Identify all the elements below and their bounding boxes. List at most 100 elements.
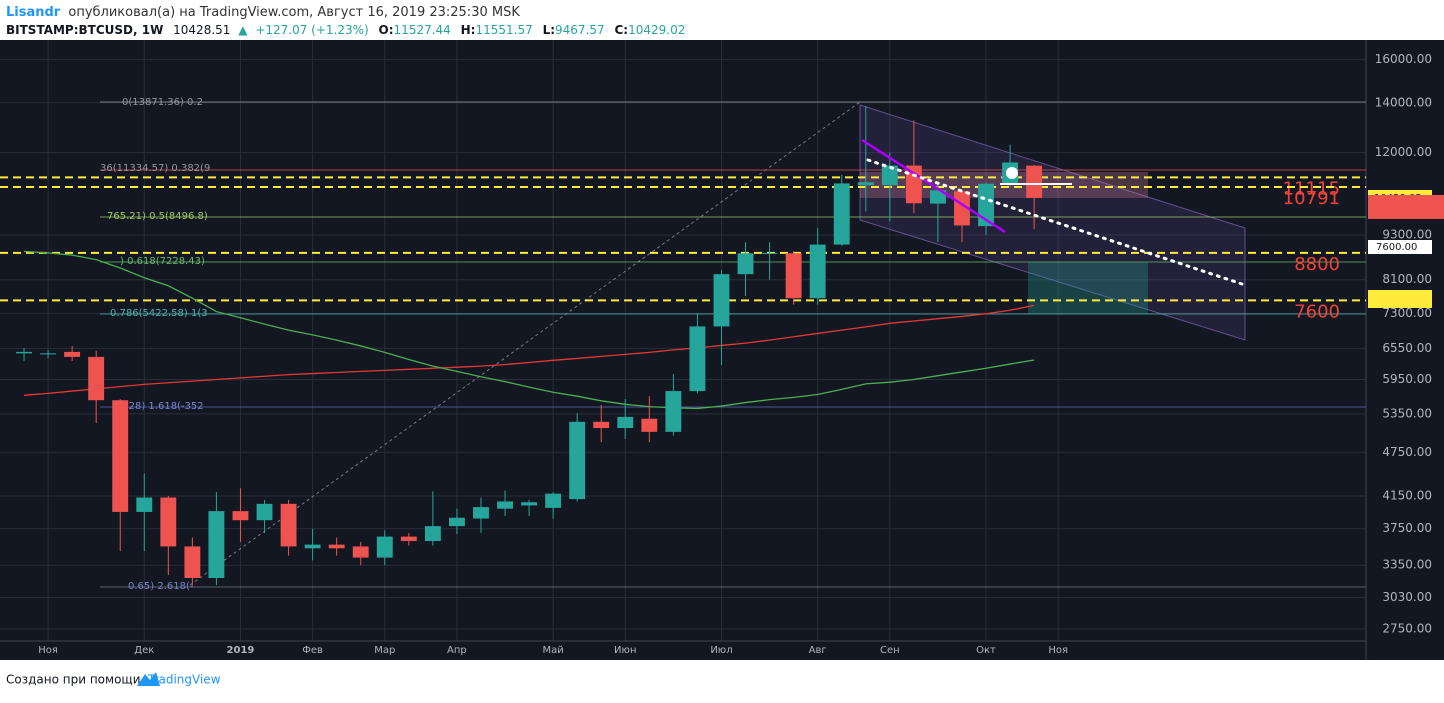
y-tick-label: 3350.00 <box>1382 558 1432 572</box>
x-tick-label: Ноя <box>1048 645 1068 656</box>
y-tick-label: 6550.00 <box>1382 341 1432 355</box>
y-tick-label: 3030.00 <box>1382 590 1432 604</box>
x-tick-label: Апр <box>447 645 467 656</box>
candle-body <box>954 191 970 226</box>
footer-text: Создано при помощи <box>6 673 141 687</box>
x-tick-label: 2019 <box>227 645 255 656</box>
candle-body <box>88 356 105 401</box>
candle-body <box>689 326 706 392</box>
header-bg <box>0 0 1444 40</box>
candle-body <box>641 418 658 432</box>
y-tick-label: 4750.00 <box>1382 445 1432 459</box>
candle-body <box>1026 165 1043 198</box>
ohlc-label: C: <box>614 23 628 37</box>
candle-body <box>809 244 826 299</box>
candle-body <box>400 536 417 542</box>
candle-body <box>593 421 610 429</box>
candle-body <box>978 183 994 227</box>
candle-body <box>328 544 345 549</box>
header-line: Lisandr опубликовал(а) на TradingView.co… <box>6 5 520 20</box>
last: 10428.51 <box>173 23 230 37</box>
footer-brand[interactable]: TradingView <box>147 673 221 687</box>
candle-body <box>929 190 946 204</box>
moving-average <box>23 304 1035 396</box>
up-arrow: ▲ <box>238 23 248 37</box>
x-tick-label: Фев <box>302 645 323 656</box>
symbol-line: BITSTAMP:BTCUSD, 1W 10428.51 ▲ +127.07 (… <box>6 23 685 37</box>
fib-label: (3428) 1.618(-352 <box>112 401 204 412</box>
candle-body <box>497 501 513 509</box>
x-tick-label: Мар <box>374 645 395 656</box>
target-box <box>1028 262 1148 314</box>
candle-body <box>256 503 273 521</box>
candle-body <box>665 391 682 432</box>
ohlc-label: O: <box>379 23 394 37</box>
candle-body <box>448 517 465 527</box>
candle-body <box>424 526 441 542</box>
candle-body <box>40 353 57 355</box>
candle-body <box>521 502 538 506</box>
y-tick-label: 8100.00 <box>1382 272 1432 286</box>
candle-body <box>112 400 129 512</box>
ohlc-value: 10429.02 <box>628 23 685 37</box>
candle-body <box>713 274 730 327</box>
level-label: 10791 <box>1283 188 1340 209</box>
x-tick-label: Окт <box>976 645 996 656</box>
author[interactable]: Lisandr <box>6 5 61 20</box>
y-tick-label: 4150.00 <box>1382 488 1432 502</box>
y-tick-label: 7300.00 <box>1382 306 1432 320</box>
y-tick-label: 12000.00 <box>1375 145 1432 159</box>
candle-body <box>64 351 81 357</box>
ohlc-value: 11527.44 <box>394 23 451 37</box>
ohlc-value: 11551.57 <box>475 23 532 37</box>
candle-body <box>304 544 321 549</box>
level-label: 11115 <box>1283 178 1340 199</box>
y-tick-label: 5950.00 <box>1382 372 1432 386</box>
axis-tag-bg <box>1368 240 1432 254</box>
fib-label: 0.65) 2.618(- <box>128 581 194 592</box>
candle-body <box>352 546 369 558</box>
mark-dot <box>1006 167 1018 179</box>
y-tick-label: 3750.00 <box>1382 521 1432 535</box>
candle-body <box>785 253 802 299</box>
x-tick-label: Май <box>542 645 563 656</box>
symbol: BITSTAMP:BTCUSD, 1W <box>6 23 163 37</box>
candle-body <box>881 165 898 186</box>
change: +127.07 (+1.23%) <box>255 23 368 37</box>
trend-line <box>861 138 1006 234</box>
candle-body <box>232 511 249 521</box>
candle-body <box>376 536 393 558</box>
candle-body <box>184 546 201 579</box>
candle-body <box>857 182 874 186</box>
candle-body <box>280 503 297 547</box>
x-tick-label: Дек <box>134 645 154 656</box>
fib-label: ) 0.618(7228.43) <box>120 256 205 267</box>
candle-body <box>473 507 489 519</box>
candle-body <box>761 252 778 254</box>
published: опубликовал(а) на TradingView.com, Авгус… <box>68 5 520 20</box>
logo <box>137 672 160 686</box>
fib-label: 36(11334.57) 0.382(9 <box>100 163 210 174</box>
trend-line <box>866 158 1247 287</box>
level-label: 8800 <box>1294 254 1340 275</box>
axis-box <box>1368 195 1444 219</box>
candle-body <box>545 493 562 508</box>
candle-body <box>569 421 586 500</box>
level-label: 7600 <box>1294 301 1340 322</box>
candle-body <box>737 253 754 275</box>
fib-label: 0.786(5422.58) 1(3 <box>110 308 208 319</box>
y-tick-label: 16000.00 <box>1375 52 1432 66</box>
candle-body <box>16 351 32 354</box>
fib-label: 0(13871.36) 0.2 <box>122 97 203 108</box>
ohlc-label: H: <box>461 23 476 37</box>
candle-body <box>617 416 634 429</box>
fib-label: 765.21) 0.5(8496.8) <box>107 211 208 222</box>
y-tick-label: 9300.00 <box>1382 228 1432 242</box>
candle-body <box>136 497 153 512</box>
moving-average <box>23 250 1035 410</box>
candle-body <box>160 497 177 547</box>
footer-bg <box>0 660 1444 699</box>
x-tick-label: Июн <box>614 645 636 656</box>
